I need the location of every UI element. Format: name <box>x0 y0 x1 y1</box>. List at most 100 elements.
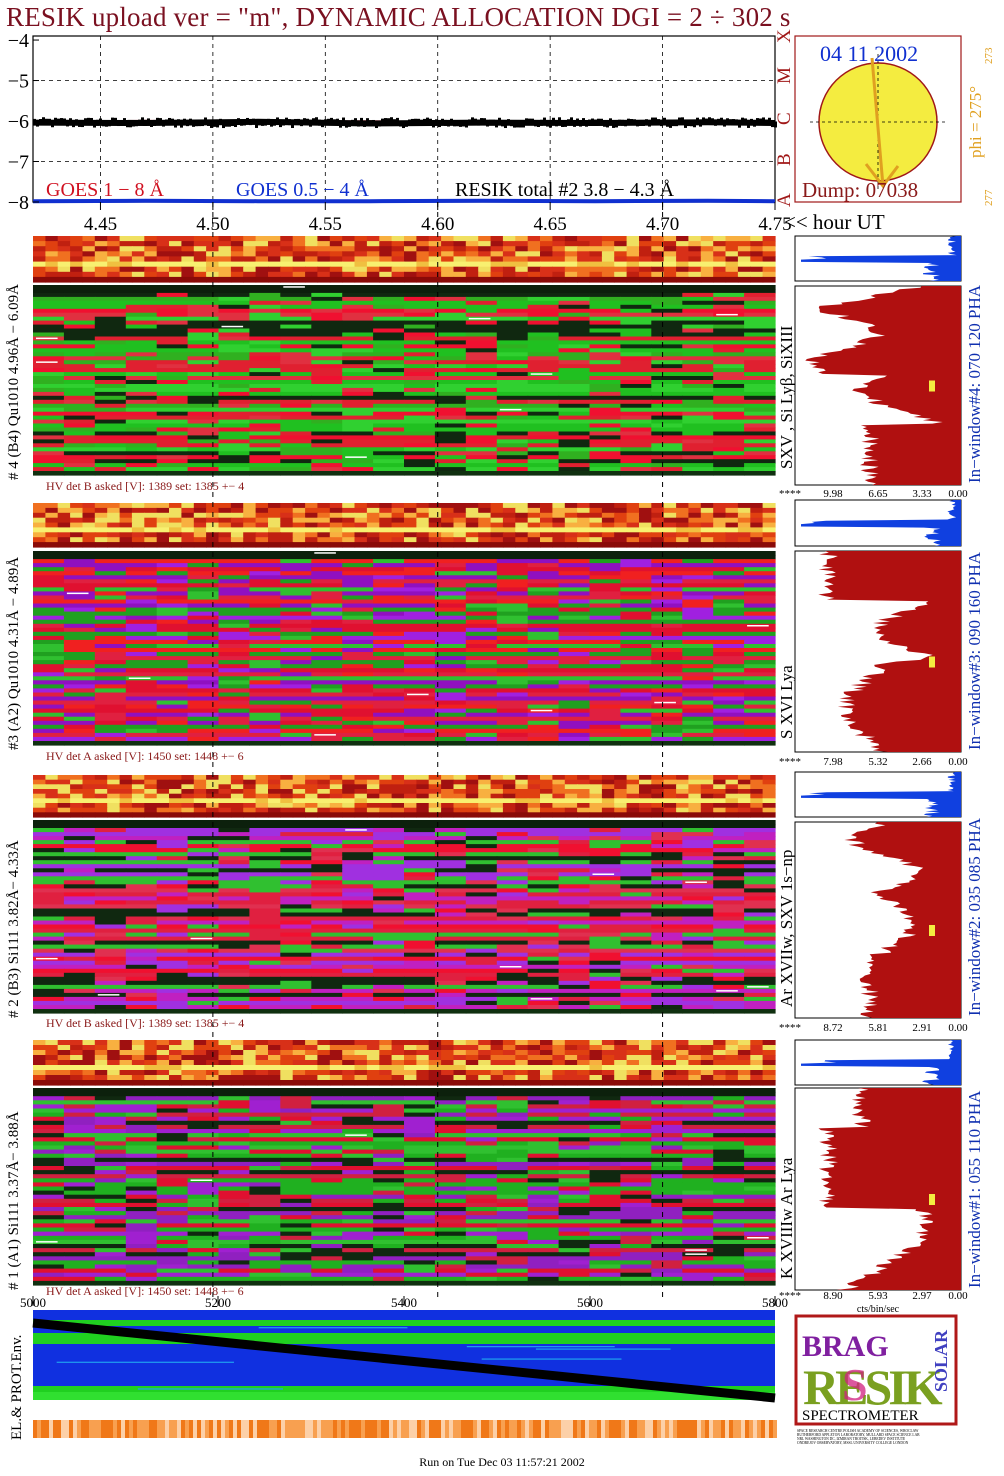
heat-cell <box>589 251 603 257</box>
heat-cell <box>682 575 714 580</box>
heat-cell <box>465 656 498 661</box>
heat-cell <box>156 455 189 460</box>
heat-cell <box>187 712 220 718</box>
heat-cell <box>589 656 621 661</box>
heat-cell <box>453 256 467 263</box>
heat-cell <box>218 415 250 421</box>
heat-cell <box>156 395 189 401</box>
heat-cell <box>744 285 776 290</box>
heat-cell <box>156 824 189 829</box>
heat-cell <box>682 292 714 298</box>
heat-cell <box>404 587 436 592</box>
heat-cell <box>620 644 652 649</box>
heat-cell <box>280 300 312 306</box>
resik-sample <box>540 119 543 126</box>
resik-sample <box>570 117 573 124</box>
heat-cell <box>342 507 356 514</box>
heat-cell <box>342 924 374 930</box>
heat-cell <box>187 912 220 918</box>
heat-cell <box>33 908 65 914</box>
heat-cell <box>342 627 374 633</box>
heat-cell <box>373 888 405 893</box>
heat-cell <box>428 517 442 524</box>
heat-cell <box>713 423 745 429</box>
heat-cell <box>620 360 652 365</box>
heat-cell <box>527 672 560 677</box>
heat-cell <box>589 652 621 657</box>
heat-cell <box>156 775 170 781</box>
heat-cell <box>558 708 591 714</box>
heat-cell <box>589 563 621 568</box>
heat-cell <box>682 668 714 673</box>
heat-cell <box>404 415 436 421</box>
heat-cell <box>311 575 343 580</box>
heat-cell <box>404 503 417 509</box>
heat-cell <box>589 532 603 538</box>
heat-cell <box>169 261 182 268</box>
resik-sample <box>102 120 105 127</box>
resik-sample <box>765 119 768 126</box>
heat-cell <box>329 532 343 538</box>
heat-cell <box>564 803 578 809</box>
heat-cell <box>94 407 127 413</box>
heat-cell <box>527 324 560 330</box>
heat-cell <box>230 507 244 514</box>
heat-cell <box>496 900 529 905</box>
heat-cell <box>156 700 189 706</box>
heat-cell <box>33 551 65 556</box>
heat-cell <box>249 391 281 397</box>
heat-cell <box>311 864 343 869</box>
heat-cell <box>404 639 436 645</box>
heat-cell <box>700 503 714 509</box>
heat-cell <box>268 798 281 804</box>
heat-cell <box>280 904 312 909</box>
heat-cell <box>280 868 312 873</box>
heat-cell <box>713 688 745 693</box>
heat-cell <box>218 807 232 813</box>
heat-cell <box>187 836 220 841</box>
heat-cell <box>713 292 745 298</box>
hist-tick-label: 0.00 <box>948 756 968 768</box>
heat-cell <box>496 704 529 710</box>
heat-cell <box>540 512 553 519</box>
heat-cell <box>434 364 467 369</box>
heat-cell <box>317 532 331 538</box>
heat-cell <box>651 567 683 572</box>
heat-cell <box>354 532 368 538</box>
heat-cell <box>249 567 281 572</box>
heat-cell <box>33 261 46 268</box>
resik-sample <box>624 120 627 127</box>
heat-cell <box>496 832 529 837</box>
heat-cell <box>527 368 560 373</box>
heat-cell <box>366 507 380 514</box>
flare-class-label: B <box>774 153 795 166</box>
heat-cell <box>434 352 467 357</box>
heat-cell <box>391 793 405 799</box>
heat-cell <box>181 793 195 799</box>
hist-tick-label: **** <box>779 756 801 768</box>
heat-cell <box>750 537 764 543</box>
heat-cell <box>311 443 343 448</box>
heat-cell <box>63 648 96 653</box>
heat-cell <box>107 276 121 283</box>
heat-cell <box>713 635 745 641</box>
heat-cell <box>243 775 257 781</box>
heat-cell <box>33 411 65 417</box>
heat-cell <box>651 304 683 310</box>
heat-cell <box>527 860 560 865</box>
heat-cell <box>373 619 405 625</box>
heat-cell <box>490 775 504 781</box>
heat-cell <box>428 779 442 785</box>
heat-cell <box>119 527 133 533</box>
heat-cell <box>540 266 553 273</box>
heat-cell <box>496 292 529 298</box>
heat-cell <box>744 828 776 833</box>
heat-cell <box>589 271 603 278</box>
heat-cell <box>441 512 455 519</box>
heat-cell <box>255 517 269 524</box>
heat-cell <box>527 360 560 365</box>
heat-cell <box>713 784 727 790</box>
heat-cell <box>33 828 65 833</box>
heat-cell <box>589 399 621 405</box>
heat-cell <box>620 732 652 738</box>
